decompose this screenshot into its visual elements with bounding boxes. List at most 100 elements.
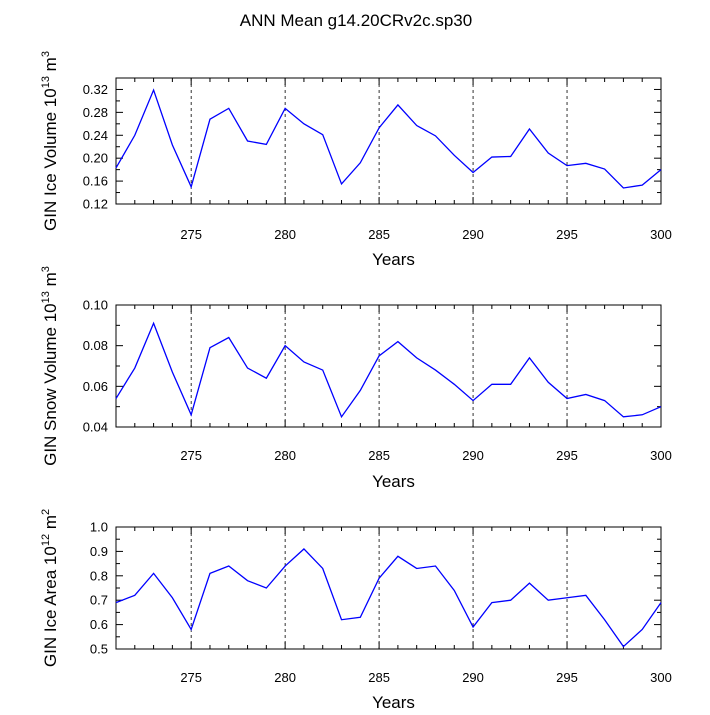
y-axis-title-exponent: 13 bbox=[40, 291, 52, 303]
plot-frame bbox=[115, 77, 662, 205]
data-point bbox=[453, 589, 455, 591]
data-point bbox=[528, 582, 530, 584]
x-axis-title: Years bbox=[372, 472, 415, 491]
data-point bbox=[322, 134, 324, 136]
data-point bbox=[491, 383, 493, 385]
data-point bbox=[585, 162, 587, 164]
data-point bbox=[359, 389, 361, 391]
data-point bbox=[641, 414, 643, 416]
data-point bbox=[415, 124, 417, 126]
data-point bbox=[660, 601, 662, 603]
data-point bbox=[585, 393, 587, 395]
y-tick-label: 0.20 bbox=[83, 151, 108, 166]
plot-frame bbox=[115, 304, 662, 428]
data-point bbox=[152, 322, 154, 324]
data-point bbox=[171, 597, 173, 599]
data-point bbox=[509, 155, 511, 157]
x-tick-label: 280 bbox=[274, 227, 296, 242]
data-point bbox=[528, 128, 530, 130]
y-axis-title-exponent: 12 bbox=[40, 534, 52, 546]
data-point bbox=[453, 154, 455, 156]
data-point bbox=[397, 104, 399, 106]
y-axis-title-exponent: 13 bbox=[40, 76, 52, 88]
y-tick-label: 0.28 bbox=[83, 105, 108, 120]
y-tick-label: 0.7 bbox=[90, 593, 108, 608]
x-tick-label: 280 bbox=[274, 448, 296, 463]
data-point bbox=[509, 383, 511, 385]
data-point bbox=[434, 369, 436, 371]
data-point bbox=[397, 340, 399, 342]
y-axis-title-main: GIN Ice Volume 10 bbox=[41, 88, 60, 231]
data-point bbox=[491, 601, 493, 603]
data-point bbox=[303, 548, 305, 550]
x-tick-label: 290 bbox=[462, 448, 484, 463]
x-tick-label: 295 bbox=[556, 670, 578, 685]
y-axis-title-unit-exponent: 3 bbox=[40, 266, 52, 272]
y-axis-title: GIN Ice Area 1012 m2 bbox=[40, 509, 60, 667]
data-point bbox=[603, 168, 605, 170]
chart-panel-1: 275 280 285 290 295 300 0.12 0.16 0.20 0.24 0.28 0.… bbox=[40, 51, 672, 269]
data-point bbox=[622, 645, 624, 647]
y-axis-title-main: GIN Snow Volume 10 bbox=[41, 303, 60, 466]
data-point bbox=[547, 599, 549, 601]
x-tick-label: 275 bbox=[180, 670, 202, 685]
y-tick-label: 0.8 bbox=[90, 568, 108, 583]
y-tick-label: 0.16 bbox=[83, 174, 108, 189]
x-tick-label: 295 bbox=[556, 227, 578, 242]
y-tick-label: 0.32 bbox=[83, 82, 108, 97]
y-axis-title-main: GIN Ice Area 10 bbox=[41, 546, 60, 667]
y-axis-title-unit: m bbox=[41, 272, 60, 291]
data-point bbox=[359, 616, 361, 618]
data-point bbox=[472, 171, 474, 173]
x-tick-label: 285 bbox=[368, 227, 390, 242]
y-axis-title-unit-exponent: 3 bbox=[40, 51, 52, 57]
series-line bbox=[115, 88, 662, 189]
x-tick-label: 290 bbox=[462, 227, 484, 242]
data-point bbox=[622, 416, 624, 418]
data-point bbox=[265, 587, 267, 589]
data-point bbox=[453, 383, 455, 385]
data-point bbox=[134, 367, 136, 369]
y-axis-title-unit-exponent: 2 bbox=[40, 509, 52, 515]
data-point bbox=[622, 187, 624, 189]
data-point bbox=[528, 357, 530, 359]
data-point bbox=[190, 628, 192, 630]
data-point bbox=[491, 156, 493, 158]
plot-frame bbox=[115, 526, 662, 650]
data-point bbox=[660, 168, 662, 170]
data-point bbox=[641, 184, 643, 186]
data-point bbox=[359, 162, 361, 164]
y-tick-label: 0.6 bbox=[90, 617, 108, 632]
x-tick-label: 300 bbox=[650, 670, 672, 685]
data-point bbox=[415, 567, 417, 569]
data-point bbox=[415, 357, 417, 359]
data-point bbox=[265, 377, 267, 379]
data-point bbox=[228, 336, 230, 338]
y-tick-label: 0.12 bbox=[83, 197, 108, 212]
data-point bbox=[566, 397, 568, 399]
data-point bbox=[246, 367, 248, 369]
x-tick-label: 285 bbox=[368, 670, 390, 685]
x-tick-label: 295 bbox=[556, 448, 578, 463]
data-point bbox=[434, 565, 436, 567]
data-point bbox=[190, 186, 192, 188]
x-tick-label: 280 bbox=[274, 670, 296, 685]
y-tick-label: 0.24 bbox=[83, 128, 108, 143]
data-point bbox=[284, 565, 286, 567]
data-point bbox=[190, 414, 192, 416]
data-point bbox=[209, 118, 211, 120]
data-point bbox=[303, 123, 305, 125]
y-tick-label: 0.5 bbox=[90, 642, 108, 657]
x-axis-title: Years bbox=[372, 693, 415, 710]
data-point bbox=[566, 597, 568, 599]
data-point bbox=[340, 183, 342, 185]
data-point bbox=[378, 355, 380, 357]
data-point bbox=[209, 572, 211, 574]
data-point bbox=[115, 167, 117, 169]
data-point bbox=[152, 572, 154, 574]
data-point bbox=[246, 140, 248, 142]
data-point bbox=[566, 164, 568, 166]
data-point bbox=[171, 144, 173, 146]
